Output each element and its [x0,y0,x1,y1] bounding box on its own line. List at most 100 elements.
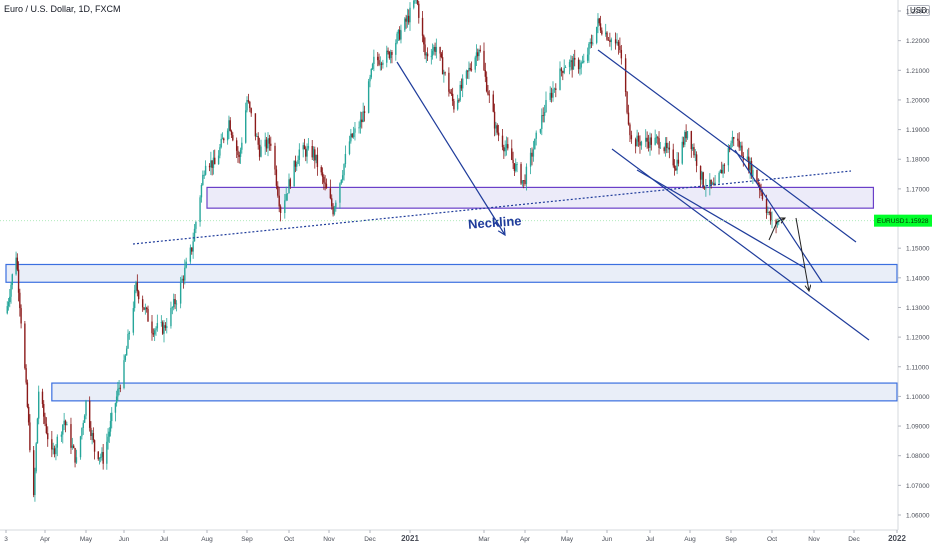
candle-body [117,388,119,397]
candle-body [702,172,704,188]
candle-body [746,156,749,160]
candle-body [238,154,240,157]
candle-body [395,42,397,55]
candle-body [619,45,621,50]
candle-body [541,115,543,129]
candle-body [184,267,186,281]
candle-body [570,60,572,62]
candle-body [354,128,356,133]
price-tick-label: 1.21000 [906,68,930,75]
candle-body [51,439,53,450]
candle-body [63,420,65,425]
candle-body [595,26,598,43]
candle-body [609,40,611,43]
candle-body [81,427,83,437]
candle-body [512,159,514,164]
candle-body [324,182,326,184]
candle-body [627,112,630,125]
price-tick-label: 1.06000 [906,513,930,520]
candle-body [601,30,603,35]
candle-body [339,183,341,203]
candle-body [414,0,416,1]
candle-body [776,222,779,225]
candle-body [47,433,49,440]
candle-body [343,164,345,176]
candle-body [444,72,446,74]
candle-body [232,135,234,141]
candle-body [709,179,711,188]
candle-body [767,211,769,213]
wedge-lower-line [636,169,806,269]
price-tick-label: 1.12000 [906,335,930,342]
candle-body [639,141,641,146]
candle-body [599,23,602,31]
candle-body [306,148,308,157]
candle-body [583,60,585,63]
currency-badge[interactable]: USD [907,5,930,16]
candle-body [377,56,379,61]
candle-body [552,89,554,98]
candle-body [254,113,257,137]
candle-body [617,41,620,46]
candle-body [520,164,522,184]
candle-body [387,50,389,52]
candle-body [79,436,82,458]
time-tick-label: Oct [767,536,777,543]
candle-body [451,93,454,102]
candle-body [588,43,590,55]
candle-body [101,451,103,457]
candle-body [722,164,724,174]
candle-body [405,18,407,22]
candle-body [114,403,117,413]
candle-body [211,160,213,168]
candle-body [553,88,556,90]
candle-body [550,92,553,98]
candle-body [637,135,640,142]
candle-body [507,144,509,149]
candle-body [666,142,668,149]
candle-body [312,149,315,158]
drawings-layer [0,49,898,341]
candle-body [416,0,419,4]
candle-body [430,55,433,57]
candle-body [649,137,651,148]
candle-body [200,184,203,198]
candle-body [423,35,425,45]
candle-body [460,84,463,89]
candle-body [173,299,175,308]
candle-body [684,131,686,145]
candle-body [672,149,674,166]
candle-body [38,391,40,419]
candle-body [560,68,563,72]
current-price-tag: EURUSD 1.15928 [874,214,932,227]
candle-body [466,70,469,72]
price-axis[interactable]: 1.23000 1.22000 1.21000 1.20000 1.19000 1.180… [897,0,930,530]
candle-body [296,163,298,167]
candle-body [465,70,468,79]
candle-body [388,51,391,59]
candle-body [361,119,363,123]
time-tick-label: 2022 [888,534,906,543]
candle-body [748,156,750,171]
candle-body [202,174,204,185]
candle-body [630,135,633,140]
time-tick-label: Jul [646,536,655,543]
candle-body [199,197,201,222]
candle-body [221,138,224,140]
candle-body [511,148,513,160]
candle-body [703,187,706,189]
candle-body [728,148,731,150]
time-axis[interactable]: 3 Apr May Jun Jul Aug Sep Oct Nov Dec 2021 Mar Apr Ma… [0,529,906,543]
candle-body [10,284,12,297]
neckline-zone [206,186,875,209]
candle-body [539,128,542,133]
candle-body [278,195,280,207]
candle-body [302,145,304,150]
candle-body [398,29,401,40]
candle-body [605,32,607,35]
candle-body [111,412,113,422]
candle-body [97,451,99,460]
candle-body [277,185,279,196]
price-tick-label: 1.09000 [906,424,930,431]
